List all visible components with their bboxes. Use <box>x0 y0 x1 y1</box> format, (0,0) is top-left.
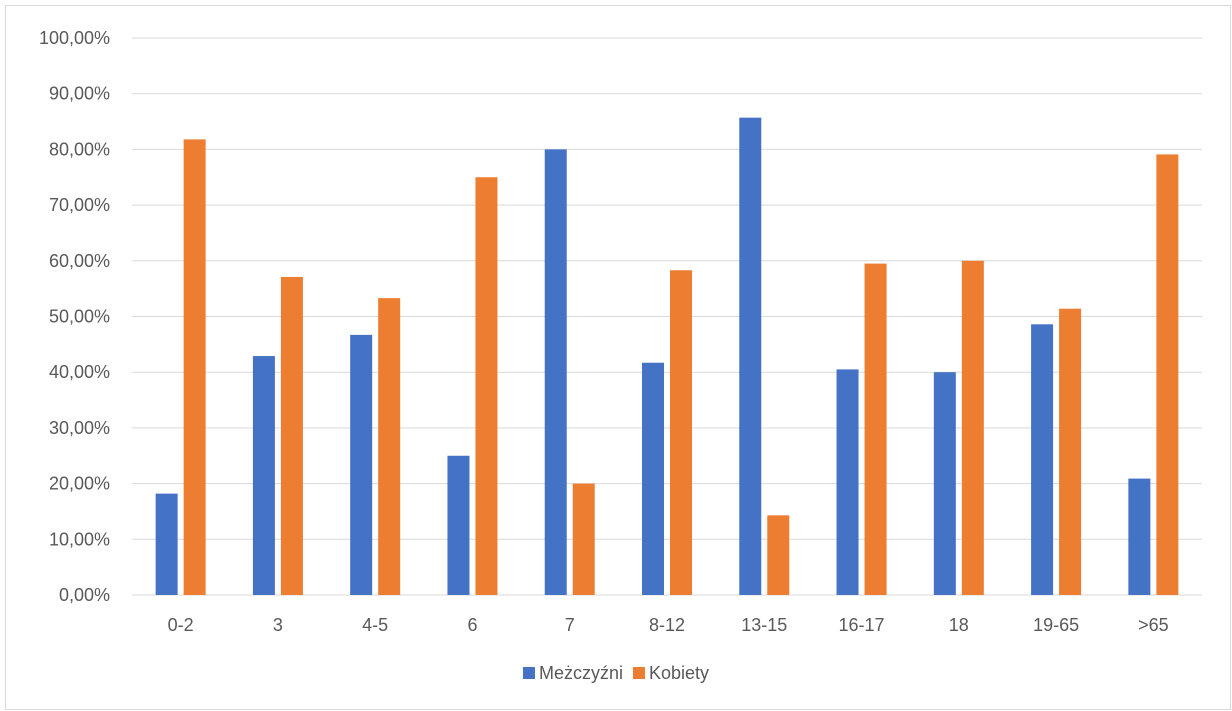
x-tick-label: 13-15 <box>741 615 787 635</box>
legend-swatch <box>522 667 535 679</box>
x-tick-label: 0-2 <box>168 615 194 635</box>
bar-men-1 <box>252 356 275 595</box>
x-tick-label: 3 <box>273 615 283 635</box>
legend: Meżczyźni Kobiety <box>522 663 709 683</box>
bar-women-8 <box>961 260 984 595</box>
y-tick-label: 60,00% <box>49 251 110 271</box>
y-tick-label: 10,00% <box>49 529 110 549</box>
chart-frame <box>5 5 1231 710</box>
bar-women-3 <box>475 177 498 595</box>
x-tick-labels: 0-2 3 4-5 6 7 8-12 13-15 16-17 18 19-65 >65 <box>168 615 1169 635</box>
y-tick-label: 40,00% <box>49 362 110 382</box>
y-tick-label: 50,00% <box>49 307 110 327</box>
y-tick-label: 100,00% <box>39 28 110 48</box>
y-tick-label: 80,00% <box>49 139 110 159</box>
x-tick-label: >65 <box>1138 615 1169 635</box>
bar-men-8 <box>933 372 956 595</box>
bars <box>155 117 1179 595</box>
bar-men-6 <box>739 117 762 595</box>
y-tick-labels: 0,00% 10,00% 20,00% 30,00% 40,00% 50,00% 60,00… <box>39 28 110 605</box>
bar-men-2 <box>350 334 373 595</box>
legend-label: Kobiety <box>649 663 709 683</box>
x-tick-label: 6 <box>467 615 477 635</box>
bar-women-0 <box>183 139 206 595</box>
gridlines <box>132 37 1202 540</box>
bar-women-7 <box>864 263 887 595</box>
x-tick-label: 8-12 <box>649 615 685 635</box>
x-tick-label: 7 <box>565 615 575 635</box>
x-tick-label: 16-17 <box>839 615 885 635</box>
bar-women-10 <box>1156 154 1179 595</box>
bar-women-1 <box>280 276 303 595</box>
x-tick-label: 19-65 <box>1033 615 1079 635</box>
bar-women-9 <box>1059 308 1082 595</box>
bar-women-4 <box>572 483 595 595</box>
x-tick-label: 4-5 <box>362 615 388 635</box>
x-tick-label: 18 <box>949 615 969 635</box>
y-tick-label: 30,00% <box>49 418 110 438</box>
bar-men-4 <box>544 149 567 595</box>
bar-men-3 <box>447 455 470 595</box>
bar-women-6 <box>767 515 790 595</box>
bar-women-2 <box>378 298 401 595</box>
bar-men-7 <box>836 369 859 595</box>
y-tick-label: 0,00% <box>59 585 110 605</box>
bar-men-9 <box>1031 324 1054 595</box>
legend-label: Meżczyźni <box>539 663 623 683</box>
bar-women-5 <box>670 270 692 595</box>
bar-men-10 <box>1128 478 1151 595</box>
y-tick-label: 70,00% <box>49 195 110 215</box>
legend-swatch <box>632 667 645 679</box>
y-tick-label: 20,00% <box>49 474 110 494</box>
y-tick-label: 90,00% <box>49 84 110 104</box>
bar-men-0 <box>155 493 178 595</box>
bar-men-5 <box>642 362 664 595</box>
